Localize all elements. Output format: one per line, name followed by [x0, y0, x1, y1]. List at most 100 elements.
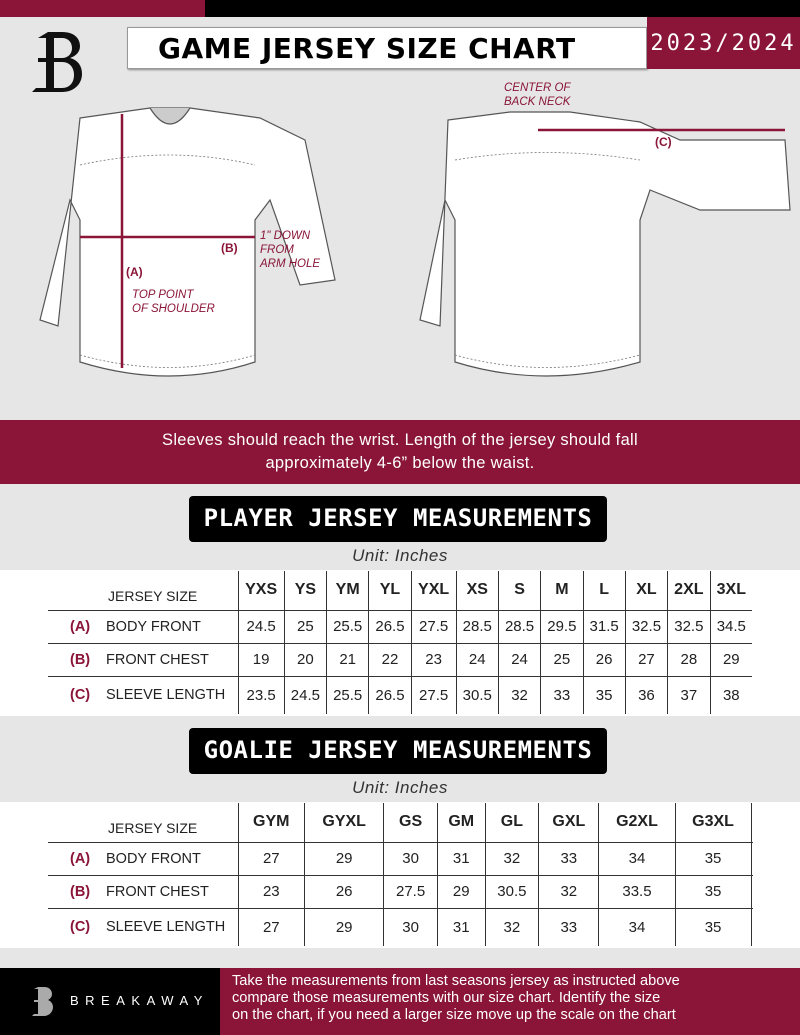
table-cell: 30.5 — [455, 675, 499, 714]
table-row: (C) SLEEVE LENGTH 23.5 24.5 25.5 26.5 27.5 30.5… — [48, 675, 752, 714]
table-cell: 27.5 — [410, 675, 457, 714]
row-name: FRONT CHEST — [106, 883, 209, 900]
table-cell: 28.5 — [497, 609, 542, 644]
table-cell: 27 — [237, 907, 306, 946]
front-collar — [149, 107, 191, 125]
breakaway-logo-icon — [32, 32, 82, 92]
table-cell: 34 — [598, 841, 676, 876]
size-header: S — [497, 571, 542, 611]
row-label-cell: (A) BODY FRONT — [48, 609, 239, 644]
table-row: (B) FRONT CHEST 23 26 27.5 29 30.5 32 33.5 35 — [48, 874, 752, 909]
size-header: GL — [484, 803, 540, 843]
table-row: (A) BODY FRONT 27 29 30 31 32 33 34 35 — [48, 841, 752, 876]
table-cell: 29 — [709, 642, 752, 677]
table-cell: 29 — [436, 874, 486, 909]
row-letter: (B) — [70, 883, 91, 900]
goalie-section-title: GOALIE JERSEY MEASUREMENTS — [189, 728, 607, 774]
table-cell: 23.5 — [237, 675, 285, 714]
table-cell: 25 — [283, 609, 328, 644]
table-cell: 32 — [484, 907, 540, 946]
top-accent-bar — [0, 0, 205, 17]
size-header: GYM — [237, 803, 306, 843]
table-cell: 29 — [304, 907, 385, 946]
size-header — [750, 803, 752, 843]
table-cell: 27.5 — [383, 874, 438, 909]
table-cell: 23 — [237, 874, 306, 909]
table-cell: 24.5 — [283, 675, 328, 714]
fit-note-band: Sleeves should reach the wrist. Length o… — [0, 420, 800, 484]
table-cell: 26 — [304, 874, 385, 909]
table-cell: 31 — [436, 907, 486, 946]
size-header: 3XL — [709, 571, 752, 611]
table-cell: 30 — [383, 841, 438, 876]
table-cell: 24 — [497, 642, 542, 677]
size-header: YL — [368, 571, 412, 611]
table-row: (B) FRONT CHEST 19 20 21 22 23 24 24 25 26 27 28 29 — [48, 642, 752, 677]
table-cell: 27 — [237, 841, 306, 876]
table-cell: 33 — [538, 907, 600, 946]
row-letter: (C) — [70, 919, 91, 936]
season-badge: 2023/2024 — [647, 17, 800, 69]
label-c: (C) — [655, 135, 672, 149]
size-header: G3XL — [674, 803, 752, 843]
row-name: BODY FRONT — [106, 850, 201, 867]
table-cell: 32 — [484, 841, 540, 876]
row-letter: (A) — [70, 618, 91, 635]
row-letter: (C) — [70, 687, 91, 704]
table-cell: 33 — [540, 675, 584, 714]
row-name: SLEEVE LENGTH — [106, 919, 226, 936]
size-header: GXL — [538, 803, 600, 843]
player-size-table: JERSEY SIZE YXS YS YM YL YXL XS S M L XL 2XL 3XL (A) B… — [48, 571, 752, 714]
table-cell: 23 — [410, 642, 457, 677]
table-header-row: JERSEY SIZE GYM GYXL GS GM GL GXL G2XL G3XL — [48, 803, 752, 843]
table-cell: 35 — [582, 675, 626, 714]
table-cell: 26.5 — [368, 675, 412, 714]
size-header-label: JERSEY SIZE — [48, 571, 239, 611]
table-cell: 31.5 — [582, 609, 626, 644]
table-cell: 27.5 — [410, 609, 457, 644]
table-cell: 25.5 — [326, 609, 370, 644]
table-row: (C) SLEEVE LENGTH 27 29 30 31 32 33 34 35 — [48, 907, 752, 946]
breakaway-footer-logo-icon — [32, 987, 53, 1016]
table-cell: 28 — [667, 642, 711, 677]
row-letter: (B) — [70, 651, 91, 668]
row-label-cell: (B) FRONT CHEST — [48, 642, 239, 677]
table-cell: 35 — [674, 841, 752, 876]
goalie-unit: Unit: Inches — [352, 778, 448, 797]
size-header: GYXL — [304, 803, 385, 843]
table-cell — [750, 841, 752, 876]
table-cell: 34 — [598, 907, 676, 946]
table-cell: 32.5 — [624, 609, 669, 644]
table-cell: 22 — [368, 642, 412, 677]
label-b: (B) — [221, 241, 238, 255]
table-cell: 26.5 — [368, 609, 412, 644]
table-cell: 31 — [436, 841, 486, 876]
table-cell: 24 — [455, 642, 499, 677]
row-label-cell: (A) BODY FRONT — [48, 841, 239, 876]
back-neck-annotation: CENTER OF BACK NECK — [504, 82, 571, 108]
table-cell: 33.5 — [598, 874, 676, 909]
table-cell — [750, 907, 752, 946]
table-cell: 36 — [624, 675, 669, 714]
footer-instructions: Take the measurements from last seasons … — [220, 968, 800, 1035]
table-cell: 38 — [709, 675, 752, 714]
table-cell: 27 — [624, 642, 669, 677]
size-header: GS — [383, 803, 438, 843]
label-a: (A) — [126, 265, 143, 279]
table-cell: 30 — [383, 907, 438, 946]
row-label-cell: (C) SLEEVE LENGTH — [48, 907, 239, 946]
table-cell — [750, 874, 752, 909]
arm-hole-annotation: 1" DOWN FROM ARM HOLE — [260, 230, 321, 270]
size-header: GM — [436, 803, 486, 843]
table-cell: 20 — [283, 642, 328, 677]
row-label-cell: (B) FRONT CHEST — [48, 874, 239, 909]
footer-brand-name: BREAKAWAY — [70, 993, 209, 1008]
back-jersey — [419, 111, 791, 377]
goalie-size-table: JERSEY SIZE GYM GYXL GS GM GL GXL G2XL G3XL (A) BO… — [48, 803, 752, 946]
front-jersey — [39, 107, 336, 377]
table-cell: 33 — [538, 841, 600, 876]
size-header: L — [582, 571, 626, 611]
size-header: YXS — [237, 571, 285, 611]
size-header: YXL — [410, 571, 457, 611]
table-row: (A) BODY FRONT 24.5 25 25.5 26.5 27.5 28.5 28.5 2… — [48, 609, 752, 644]
